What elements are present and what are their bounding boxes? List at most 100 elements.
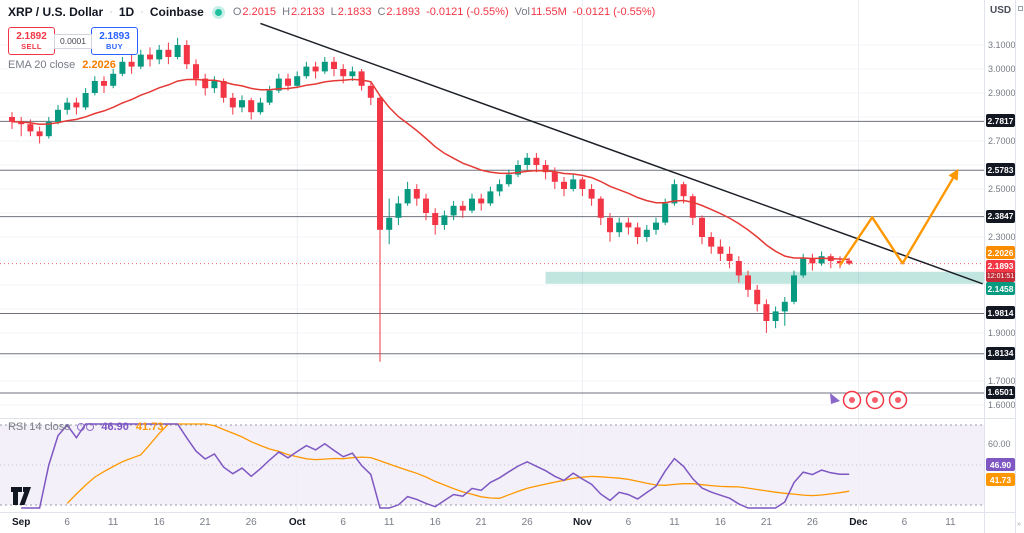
sell-price: 2.1892 bbox=[16, 31, 47, 42]
volume-change-value: -0.0121 (-0.55%) bbox=[572, 6, 656, 18]
rsi-pane[interactable] bbox=[0, 418, 985, 513]
high-value: 2.2133 bbox=[291, 6, 325, 18]
rsi-indicator-legend[interactable]: RSI 14 close 46.90 41.73 bbox=[8, 421, 163, 433]
level-price-badge: 2.5783 bbox=[986, 163, 1015, 177]
time-axis[interactable]: Sep 6 11 16 21 26 Oct 6 11 16 21 26 Nov 6 11 16 21 26 Dec 6… bbox=[0, 512, 984, 533]
support-zone[interactable] bbox=[545, 271, 985, 284]
interval-label[interactable]: 1D bbox=[118, 5, 135, 19]
rsi-label: RSI 14 close bbox=[8, 421, 71, 433]
last-price-badge: 2.1893 12:01:51 bbox=[986, 260, 1015, 282]
change-value: -0.0121 (-0.55%) bbox=[426, 6, 509, 18]
legend-separator: · bbox=[140, 6, 144, 18]
rsi-ma-value: 41.73 bbox=[135, 421, 164, 433]
last-price-value: 2.1893 bbox=[987, 261, 1014, 271]
bar-countdown: 12:01:51 bbox=[986, 272, 1015, 282]
level-price-badge: 2.3847 bbox=[986, 209, 1015, 223]
time-tick-label: 11 bbox=[945, 517, 956, 528]
price-tick-label: 2.3000 bbox=[988, 232, 1016, 242]
ema-value: 2.2026 bbox=[82, 59, 116, 71]
volume-readout: Vol 11.55M bbox=[515, 6, 567, 18]
legend-separator: · bbox=[109, 6, 113, 18]
time-tick-label: 16 bbox=[714, 517, 726, 528]
ohlc-high: H 2.2133 bbox=[282, 6, 325, 18]
right-toolbar-strip: » bbox=[1015, 0, 1024, 533]
level-price-badge: 1.9814 bbox=[986, 306, 1015, 320]
low-value: 2.1833 bbox=[337, 6, 372, 18]
time-tick-label: 21 bbox=[475, 517, 487, 528]
open-label: O bbox=[232, 6, 242, 18]
time-tick-label: 26 bbox=[806, 517, 818, 528]
price-tick-label: 1.9000 bbox=[988, 328, 1016, 338]
time-tick-label: 21 bbox=[760, 517, 772, 528]
ema-price-badge: 2.2026 bbox=[986, 246, 1015, 259]
ohlc-close: C 2.1893 bbox=[377, 6, 420, 18]
time-tick-label: Sep bbox=[12, 517, 31, 528]
ema-indicator-legend[interactable]: EMA 20 close 2.2026 bbox=[8, 59, 116, 71]
rsi-ma-line[interactable] bbox=[66, 423, 850, 504]
level-price-badge: 1.8134 bbox=[986, 346, 1015, 360]
time-tick-label: Nov bbox=[572, 517, 592, 528]
time-tick-label: 6 bbox=[64, 517, 70, 528]
time-tick-label: 6 bbox=[901, 517, 908, 528]
price-axis[interactable]: USD 3.1000 3.0000 2.9000 2.7000 2.5000 2.3000… bbox=[984, 0, 1016, 533]
buy-price: 2.1893 bbox=[99, 31, 130, 42]
time-tick-label: 21 bbox=[199, 517, 211, 528]
market-status-icon bbox=[214, 8, 222, 16]
tradingview-logo[interactable] bbox=[10, 486, 32, 511]
volume-label: Vol bbox=[514, 6, 530, 18]
price-tick-label: 1.6000 bbox=[988, 400, 1016, 410]
volume-value: 11.55M bbox=[530, 6, 567, 18]
sell-label: SELL bbox=[21, 42, 42, 51]
level-price-badge: 2.7817 bbox=[986, 114, 1015, 128]
trendline[interactable] bbox=[260, 22, 983, 285]
time-tick-label: 6 bbox=[340, 517, 346, 528]
projection-arrow[interactable] bbox=[839, 168, 959, 266]
currency-label[interactable]: USD bbox=[990, 5, 1012, 16]
high-label: H bbox=[282, 6, 291, 18]
sticker-icons[interactable] bbox=[830, 390, 908, 410]
time-tick-label: 11 bbox=[383, 517, 395, 528]
time-tick-label: 26 bbox=[521, 517, 533, 528]
price-tick-label: 2.9000 bbox=[988, 88, 1016, 98]
time-tick-label: 6 bbox=[625, 517, 632, 528]
time-tick-label: 26 bbox=[245, 517, 257, 528]
symbol-legend[interactable]: XRP / U.S. Dollar · 1D · Coinbase O 2.20… bbox=[8, 5, 655, 19]
rsi-line[interactable] bbox=[21, 423, 850, 509]
rsi-value-badge: 46.90 bbox=[986, 458, 1015, 471]
rsi-tick-label: 60.00 bbox=[988, 439, 1011, 449]
price-tick-label: 1.7000 bbox=[988, 376, 1016, 386]
exchange-label[interactable]: Coinbase bbox=[149, 5, 204, 19]
buy-button[interactable]: 2.1893 BUY bbox=[91, 27, 138, 55]
ema-label: EMA 20 close bbox=[8, 59, 76, 71]
open-value: 2.2015 bbox=[242, 6, 277, 18]
rsi-ma-value-badge: 41.73 bbox=[986, 473, 1015, 486]
time-tick-label: 11 bbox=[107, 517, 119, 528]
time-tick-label: 16 bbox=[153, 517, 165, 528]
rsi-value: 46.90 bbox=[101, 421, 129, 433]
time-tick-label: Dec bbox=[849, 517, 868, 528]
zone-price-badge: 2.1458 bbox=[986, 282, 1015, 295]
low-label: L bbox=[330, 6, 337, 18]
ohlc-open: O 2.2015 bbox=[233, 6, 276, 18]
ohlc-low: L 2.1833 bbox=[331, 6, 372, 18]
axis-separator bbox=[985, 512, 1015, 513]
close-label: C bbox=[377, 6, 386, 18]
candles bbox=[9, 37, 853, 362]
ema-line[interactable] bbox=[11, 78, 850, 261]
panel-toggle-icon[interactable] bbox=[1018, 6, 1023, 11]
buy-label: BUY bbox=[105, 42, 124, 51]
sell-button[interactable]: 2.1892 SELL bbox=[8, 27, 55, 55]
scroll-arrows-icon[interactable]: » bbox=[1017, 521, 1021, 528]
rsi-legend-icon bbox=[77, 423, 95, 431]
cursor-sticker-icon bbox=[830, 393, 840, 404]
spread-value: 0.0001 bbox=[54, 33, 92, 49]
pane-separator bbox=[985, 418, 1015, 419]
buy-sell-widget: 2.1892 SELL 0.0001 2.1893 BUY bbox=[8, 27, 138, 55]
main-chart-pane[interactable] bbox=[0, 0, 985, 418]
time-tick-label: 16 bbox=[429, 517, 441, 528]
price-tick-label: 2.7000 bbox=[988, 136, 1016, 146]
symbol-title[interactable]: XRP / U.S. Dollar bbox=[8, 5, 104, 19]
close-value: 2.1893 bbox=[386, 6, 421, 18]
price-tick-label: 2.5000 bbox=[988, 184, 1016, 194]
